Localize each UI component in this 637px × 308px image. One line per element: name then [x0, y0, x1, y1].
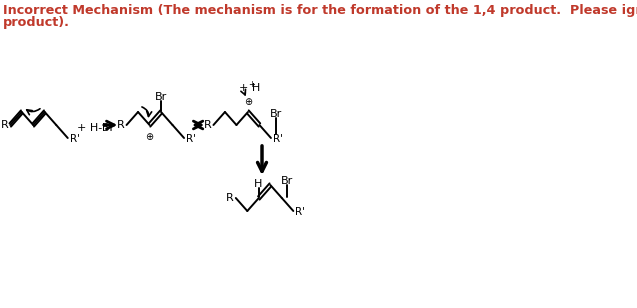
Text: ⊕: ⊕ — [145, 132, 154, 142]
Text: R': R' — [295, 207, 305, 217]
Text: Incorrect Mechanism (The mechanism is for the formation of the 1,4 product.  Ple: Incorrect Mechanism (The mechanism is fo… — [3, 4, 637, 17]
Text: R: R — [226, 193, 234, 203]
Text: R: R — [1, 120, 8, 130]
Text: Br: Br — [155, 92, 167, 102]
Text: R: R — [204, 120, 211, 130]
FancyArrowPatch shape — [142, 107, 152, 116]
Text: R: R — [117, 120, 125, 130]
Text: + H: + H — [239, 83, 261, 93]
Text: ⊕: ⊕ — [244, 97, 252, 107]
FancyArrowPatch shape — [27, 109, 40, 115]
Text: +: + — [248, 79, 255, 88]
Text: R': R' — [186, 134, 196, 144]
Text: + H-Br: + H-Br — [76, 123, 114, 133]
FancyArrowPatch shape — [241, 89, 245, 95]
Text: R': R' — [69, 134, 80, 144]
Text: R': R' — [273, 134, 283, 144]
Text: Br: Br — [270, 109, 282, 119]
Text: product).: product). — [3, 16, 69, 29]
Text: H: H — [254, 179, 262, 189]
Text: Br: Br — [281, 176, 293, 186]
